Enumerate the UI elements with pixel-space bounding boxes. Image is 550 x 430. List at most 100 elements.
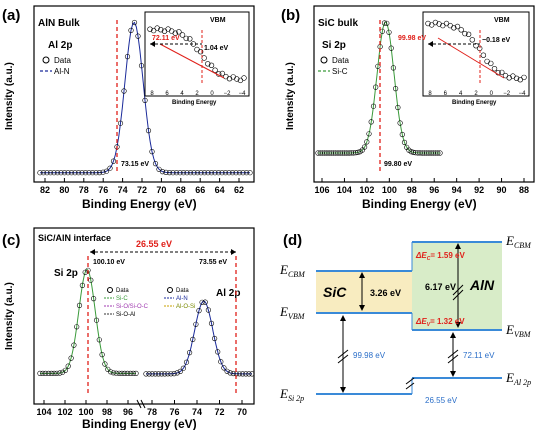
legend-c-sioal: Si-O-Al (116, 312, 135, 318)
panel-a-data-point (233, 170, 239, 176)
panel-b-data-point (370, 103, 377, 109)
panel-c-si-data-point (127, 370, 133, 377)
panel-c-right-tick-label: 78 (147, 407, 157, 417)
panel-a-data-points (37, 19, 253, 176)
legend-c-alosi: Al-O-Si (176, 304, 195, 310)
legend-c-data-right: Data (176, 288, 189, 294)
d-aln-gap-arrow-bottom (455, 322, 461, 328)
panel-a: (a) AlN Bulk Al 2p Data Al-N 73.15 eV VB… (2, 5, 255, 211)
legend-c-data-marker-right (167, 287, 173, 293)
inset-b-point (521, 74, 527, 81)
panel-a-xticks: 82 80 78 76 74 72 70 68 66 64 62 (40, 178, 244, 195)
legend-b-data: Data (332, 56, 349, 65)
panel-b-data-point (381, 20, 388, 26)
panel-a-data-point (159, 169, 166, 175)
panel-a-peak-label: 73.15 eV (121, 161, 149, 168)
inset-b-sep: 99.98 eV (398, 35, 426, 42)
panel-c-left-tick-label: 100 (78, 407, 93, 417)
panel-c-si-data-point (99, 352, 105, 358)
inset-b-frame (422, 11, 530, 97)
panel-c-si-data-point (51, 370, 57, 377)
panel-c-axis-break-1 (136, 399, 142, 409)
panel-a-tick-label: 70 (156, 185, 166, 195)
inset-b-tick-label: 2 (474, 91, 478, 97)
panel-c-core-al: Al 2p (216, 288, 240, 299)
inset-b-ticks: 8 6 4 2 0 −2 −4 (428, 91, 526, 97)
panel-c-title: SiC/AlN interface (38, 233, 111, 243)
d-si-sep-break-2 (337, 354, 349, 364)
panel-c-al-data-point (193, 321, 199, 327)
panel-c-left-tick-label: 104 (36, 407, 51, 417)
panel-c-al-data-point (187, 350, 193, 356)
panel-c-al-data-point (190, 336, 196, 343)
panel-a-data-point (145, 128, 152, 134)
panel-c-al-data-point (196, 308, 202, 314)
panel-a-data-point (142, 97, 148, 103)
panel-c-si-data-point (57, 370, 63, 376)
panel-a-tick-label: 80 (59, 185, 69, 195)
inset-b-fit-line (437, 37, 505, 79)
panel-a-data-point (93, 170, 99, 176)
panel-c-data-points (37, 267, 255, 377)
panel-b-data-points (315, 20, 443, 156)
d-al-sep-arrow-top (450, 332, 456, 338)
panel-c-si-data-point (68, 355, 74, 361)
panel-b-tick-label: 98 (407, 185, 417, 195)
panel-b-data-point (397, 120, 403, 126)
panel-a-data-point (103, 168, 110, 174)
panel-a-data-point (173, 170, 180, 176)
inset-a-point (179, 32, 186, 38)
panel-b-xticks: 106 104 102 100 98 96 94 92 90 88 (314, 178, 529, 195)
panel-c-left-tick-label: 96 (123, 407, 133, 417)
panel-c-al-data-point (177, 368, 183, 375)
panel-c-si-data-point (130, 370, 136, 377)
panel-a-data-point (128, 27, 134, 34)
legend-c-data-marker (107, 287, 113, 293)
panel-a-data-point (40, 170, 47, 176)
inset-b-point (432, 19, 439, 26)
panel-a-data-point (212, 170, 218, 176)
inset-a-point (154, 25, 160, 31)
d-al-sep-break-1 (447, 349, 459, 359)
panel-c-al-data-point (152, 371, 158, 377)
inset-a-tick-label: 8 (150, 91, 154, 97)
panel-c-al-data-point (202, 299, 208, 305)
panel-b-data-point (379, 28, 385, 34)
inset-b-point (491, 65, 498, 72)
panel-c-si-data-point (107, 369, 114, 375)
panel-b-tick-label: 104 (337, 185, 352, 195)
panel-a-data-point (82, 170, 89, 176)
panel-b-tick-label: 96 (429, 185, 439, 195)
panel-a-data-point (170, 170, 176, 176)
panel-a-data-point (243, 170, 250, 176)
d-delta-ec: ΔEC= 1.59 eV (415, 251, 465, 262)
panel-a-data-point (191, 170, 197, 176)
inset-a-point (150, 27, 157, 34)
panel-a-xlabel: Binding Energy (eV) (82, 197, 197, 211)
panel-a-data-point (79, 170, 85, 176)
legend-c-sic: Si-C (116, 296, 128, 302)
d-aln-gap: 6.17 eV (425, 282, 456, 292)
panel-b-tick-label: 100 (382, 185, 397, 195)
panel-c-al-data-point (218, 359, 224, 365)
panel-c-xlabel: Binding Energy (eV) (82, 417, 197, 430)
panel-b-data-point (395, 104, 401, 111)
legend-a-fit: Al-N (54, 67, 70, 76)
panel-b-ylabel: Intensity (a.u.) (285, 62, 296, 130)
panel-a-tick-label: 82 (40, 185, 50, 195)
panel-b-xlabel: Binding Energy (eV) (362, 197, 477, 211)
d-aln-label: AlN (469, 277, 495, 293)
legend-b-data-marker (320, 56, 328, 64)
inset-a-point (208, 62, 215, 69)
panel-b-tick-label: 88 (519, 185, 529, 195)
panel-a-data-point (68, 170, 75, 176)
panel-c-right-tick-label: 74 (192, 407, 202, 417)
inset-b-point (451, 25, 457, 31)
inset-b-tick-label: 6 (444, 91, 448, 97)
panel-c-axis-break-2 (140, 399, 146, 409)
panel-a-data-point (138, 63, 145, 69)
panel-a-data-point (117, 120, 124, 126)
panel-b-data-point (368, 119, 374, 125)
panel-a-data-point (135, 33, 141, 39)
inset-b-value: −0.18 eV (482, 37, 511, 44)
